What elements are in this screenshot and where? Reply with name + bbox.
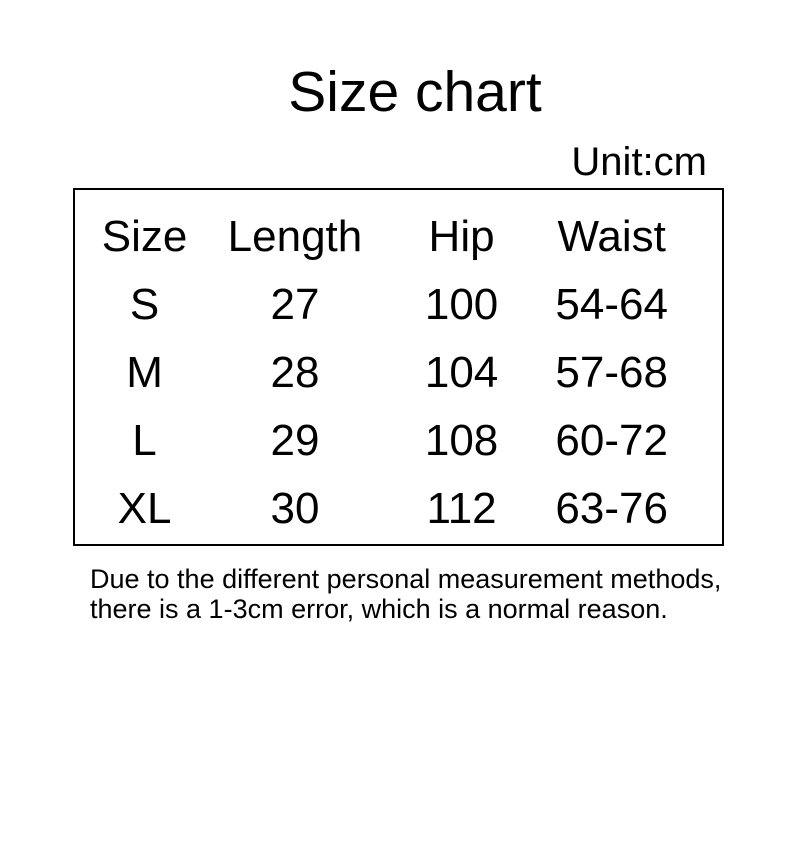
cell-waist: 57-68 bbox=[555, 348, 668, 397]
cell-waist: 54-64 bbox=[555, 280, 668, 329]
size-chart-page: Size chart Unit:cm Size Length Hip Waist… bbox=[0, 64, 800, 864]
unit-label: Unit:cm bbox=[571, 140, 707, 184]
table-row-xl: XL 30 112 63-76 bbox=[75, 475, 722, 543]
cell-hip: 108 bbox=[424, 416, 499, 465]
size-table-border: Size Length Hip Waist S 27 100 54-64 M 2… bbox=[73, 188, 724, 546]
cell-length: 27 bbox=[270, 280, 320, 329]
cell-length: 29 bbox=[270, 416, 320, 465]
cell-size: XL bbox=[117, 484, 172, 533]
measurement-note: Due to the different personal measuremen… bbox=[90, 564, 800, 624]
note-line-2: there is a 1-3cm error, which is a norma… bbox=[90, 594, 668, 624]
column-header-length: Length bbox=[227, 212, 363, 261]
cell-waist: 63-76 bbox=[555, 484, 668, 533]
column-header-hip: Hip bbox=[428, 212, 495, 261]
cell-size: S bbox=[129, 280, 160, 329]
column-header-waist: Waist bbox=[557, 212, 666, 261]
cell-size: M bbox=[126, 348, 163, 397]
cell-waist: 60-72 bbox=[555, 416, 668, 465]
cell-size: L bbox=[132, 416, 157, 465]
table-header-row: Size Length Hip Waist bbox=[75, 203, 722, 271]
cell-length: 28 bbox=[270, 348, 320, 397]
table-row-l: L 29 108 60-72 bbox=[75, 407, 722, 475]
table-row-s: S 27 100 54-64 bbox=[75, 271, 722, 339]
cell-hip: 100 bbox=[424, 280, 499, 329]
size-table: Size Length Hip Waist S 27 100 54-64 M 2… bbox=[75, 203, 722, 543]
cell-hip: 104 bbox=[424, 348, 499, 397]
column-header-size: Size bbox=[101, 212, 188, 261]
page-title: Size chart bbox=[288, 60, 542, 124]
table-row-m: M 28 104 57-68 bbox=[75, 339, 722, 407]
cell-hip: 112 bbox=[426, 484, 497, 533]
note-line-1: Due to the different personal measuremen… bbox=[90, 564, 722, 594]
cell-length: 30 bbox=[270, 484, 320, 533]
